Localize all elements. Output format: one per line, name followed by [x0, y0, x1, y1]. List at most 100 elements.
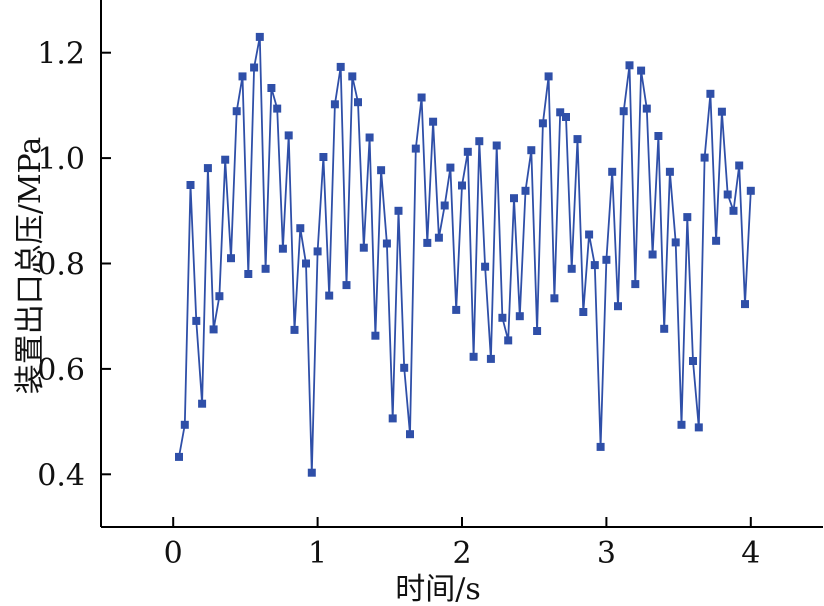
- series-line: [178, 36, 752, 473]
- data-point: [717, 107, 726, 116]
- data-point: [515, 312, 524, 321]
- data-point: [671, 238, 680, 247]
- data-point: [573, 135, 582, 144]
- data-point: [562, 113, 570, 121]
- data-point: [486, 354, 495, 363]
- data-point: [544, 72, 553, 81]
- data-point: [625, 61, 634, 70]
- ticks: [101, 51, 752, 527]
- data-point: [186, 181, 195, 189]
- data-point: [619, 107, 628, 116]
- data-point: [325, 291, 334, 300]
- data-point: [510, 194, 518, 203]
- data-point: [244, 270, 253, 278]
- data-point: [411, 144, 420, 153]
- data-point: [284, 131, 293, 140]
- data-point: [521, 186, 530, 195]
- data-point: [654, 132, 663, 140]
- data-point: [452, 305, 461, 314]
- data-point: [712, 236, 721, 245]
- data-point: [278, 244, 287, 253]
- data-point: [365, 133, 374, 142]
- data-point: [677, 420, 686, 429]
- data-point: [175, 452, 183, 461]
- data-point: [446, 163, 455, 172]
- data-point: [377, 166, 386, 175]
- data-point: [741, 300, 749, 309]
- x-tick-label: 2: [452, 536, 471, 571]
- data-point: [723, 190, 732, 199]
- data-point: [203, 164, 212, 173]
- x-tick-label: 4: [741, 536, 760, 571]
- data-point: [417, 93, 426, 102]
- x-tick-label: 0: [164, 536, 183, 571]
- data-point: [255, 32, 264, 41]
- data-point: [215, 292, 224, 301]
- data-point: [330, 100, 339, 109]
- data-point: [388, 414, 397, 423]
- data-point: [689, 357, 697, 365]
- data-markers: [175, 32, 755, 477]
- y-tick-label: 0.8: [37, 248, 85, 283]
- data-point: [290, 325, 299, 334]
- data-point: [700, 153, 709, 162]
- y-tick-label: 1.0: [37, 142, 85, 177]
- data-point: [498, 313, 507, 322]
- data-point: [313, 247, 322, 256]
- data-point: [371, 331, 380, 340]
- data-point: [232, 107, 241, 116]
- data-point: [406, 430, 414, 439]
- data-point: [648, 250, 657, 259]
- x-tick-label: 3: [597, 536, 616, 571]
- data-point: [429, 117, 438, 126]
- data-point: [642, 104, 651, 113]
- data-point: [307, 468, 316, 477]
- x-axis-title: 时间/s: [395, 572, 481, 606]
- data-point: [198, 399, 207, 408]
- data-point: [209, 325, 218, 334]
- data-point: [631, 280, 640, 289]
- data-point: [463, 147, 472, 156]
- data-point: [527, 146, 536, 155]
- data-point: [538, 119, 547, 128]
- data-point: [567, 264, 576, 273]
- data-point: [302, 259, 310, 268]
- data-point: [694, 423, 703, 432]
- data-point: [267, 84, 276, 92]
- data-point: [556, 108, 565, 117]
- data-point: [180, 420, 189, 429]
- data-point: [475, 137, 484, 146]
- data-point: [590, 261, 599, 270]
- data-point: [492, 141, 501, 150]
- data-point: [706, 89, 715, 98]
- y-tick-label: 0.6: [37, 353, 85, 388]
- data-point: [637, 66, 646, 75]
- data-point: [261, 264, 270, 273]
- data-point: [602, 255, 611, 264]
- data-point: [382, 239, 391, 248]
- data-point: [359, 243, 368, 252]
- axes: [100, 0, 823, 528]
- y-tick-label: 1.2: [37, 37, 85, 72]
- data-point: [434, 233, 443, 242]
- data-point: [342, 281, 351, 290]
- data-point: [296, 224, 305, 233]
- data-point: [550, 294, 559, 303]
- data-point: [660, 324, 669, 333]
- data-point: [192, 316, 201, 325]
- data-point: [440, 201, 449, 210]
- x-tick-label: 1: [308, 536, 327, 571]
- data-point: [250, 63, 259, 72]
- data-point: [608, 167, 617, 176]
- data-point: [348, 72, 357, 81]
- data-point: [735, 161, 744, 170]
- data-point: [458, 181, 466, 190]
- data-point: [665, 167, 674, 176]
- data-point: [614, 302, 622, 311]
- data-point: [683, 213, 692, 222]
- data-point: [579, 308, 588, 316]
- data-point: [227, 254, 235, 263]
- data-point: [729, 206, 738, 215]
- data-point: [423, 238, 432, 247]
- data-point: [504, 336, 513, 345]
